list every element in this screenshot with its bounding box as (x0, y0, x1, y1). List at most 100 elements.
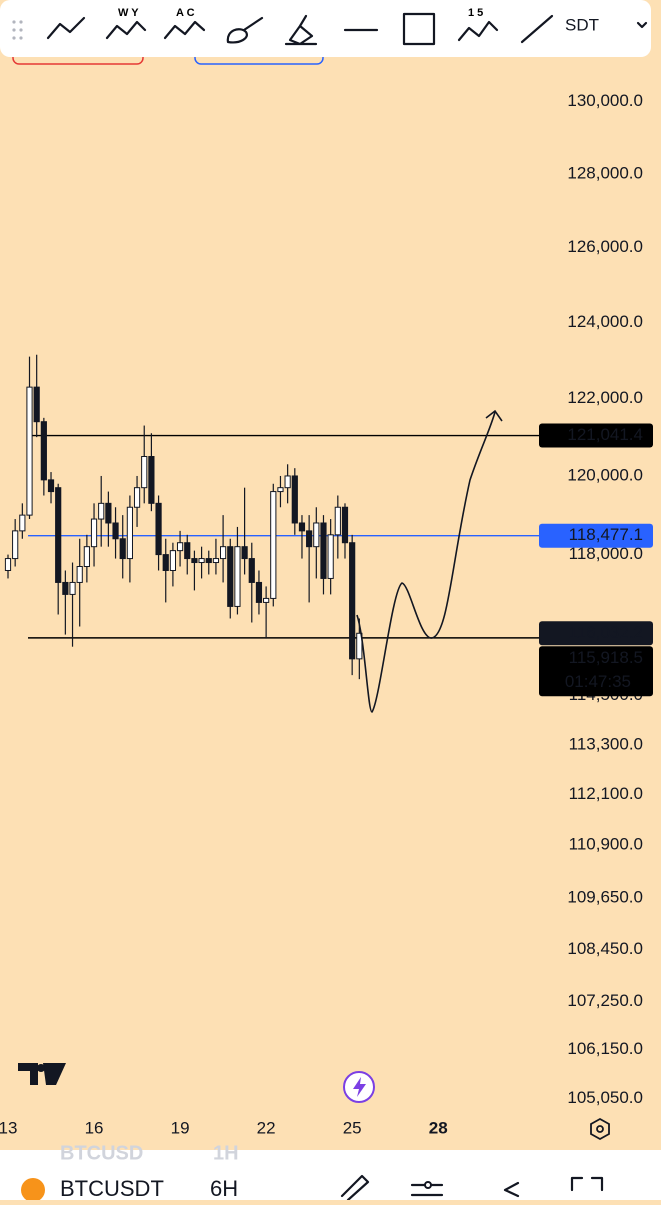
candle-body (298, 522, 306, 532)
drag-handle (12, 20, 23, 40)
candle-body (334, 506, 341, 536)
y-tick-label: 124,000.0 (567, 312, 643, 331)
candle-body (12, 530, 19, 560)
candle-body (4, 558, 12, 571)
tool-abcd[interactable] (163, 20, 206, 40)
lightning-icon (353, 1077, 366, 1097)
tradingview-logo (18, 1063, 66, 1085)
tool-glyph: A C (176, 7, 195, 19)
candle-body (148, 456, 155, 504)
candle-body (155, 502, 162, 556)
y-tick-label: 118,000.0 (569, 544, 643, 563)
candle-body (184, 542, 191, 560)
candle-body (212, 558, 220, 564)
candle-body (112, 522, 119, 540)
tool-rectangle[interactable] (402, 12, 436, 46)
candle-body (306, 530, 313, 548)
candle-body (227, 546, 234, 607)
price-axis: 130,000.0 128,000.0 126,000.0 124,000.0 122,… (0, 91, 653, 1137)
candle-body (19, 514, 26, 532)
x-tick-label: 28 (429, 1118, 448, 1137)
candle-body (205, 558, 212, 564)
tool-brush[interactable] (226, 16, 264, 44)
candle-body (55, 487, 62, 583)
tradingview-logo (37, 1064, 45, 1072)
price-box-label: 116,032.2 (569, 623, 643, 642)
tool-wave[interactable] (105, 20, 147, 40)
price-box (539, 621, 653, 646)
y-tick-label: 126,000.0 (567, 237, 643, 256)
candle-body (83, 546, 90, 568)
tool-measure[interactable] (520, 14, 554, 44)
candle-body (176, 542, 184, 552)
candle-body (90, 518, 98, 548)
undo-button[interactable] (503, 1181, 520, 1198)
candle-body (162, 554, 169, 571)
y-tick-label: 112,100.0 (569, 784, 643, 803)
y-tick-label: 106,150.0 (567, 1039, 643, 1058)
y-tick-label: 109,650.0 (567, 887, 643, 906)
tool-trend[interactable] (46, 16, 86, 40)
candle-body (341, 506, 349, 544)
candle-body (255, 581, 263, 603)
price-box (539, 423, 653, 448)
x-tick-label: 13 (0, 1118, 17, 1137)
candle-body (220, 546, 227, 560)
candle-body (40, 421, 47, 481)
settings-button[interactable] (590, 1117, 610, 1141)
symbol[interactable]: BTCUSDT (60, 1176, 164, 1201)
price-box-label: 118,477.1 (569, 525, 643, 544)
candle-body (62, 581, 69, 595)
tool-highlighter[interactable] (284, 14, 318, 46)
candle-body (141, 456, 148, 489)
fullscreen-button[interactable] (570, 1176, 604, 1192)
dropdown-caret[interactable] (636, 21, 648, 29)
price-box (539, 646, 653, 697)
drawing-toolbar (0, 0, 651, 57)
countdown: 01:47:35 (565, 672, 631, 691)
candle-body (191, 558, 198, 564)
interval[interactable]: 6H (210, 1176, 238, 1201)
candle-body (105, 502, 112, 524)
candle-body (198, 558, 205, 564)
price-box-label: 115,918.5 (569, 648, 643, 667)
settings-button (596, 1125, 604, 1133)
ghost-interval: 1H (213, 1142, 239, 1164)
candle-body (133, 487, 141, 508)
tool-elliott[interactable] (457, 20, 499, 42)
draw-button[interactable] (340, 1174, 370, 1202)
ghost-symbol: BTCUSD (60, 1142, 143, 1164)
candle-body (291, 475, 298, 524)
indicator-button (424, 1181, 432, 1189)
y-tick-label: 108,450.0 (567, 939, 643, 958)
candle-body (313, 522, 320, 548)
y-tick-label: 113,300.0 (569, 734, 643, 753)
candle-body (284, 475, 291, 489)
candle-body (263, 597, 270, 603)
candle-body (33, 386, 40, 423)
price-box-label: 121,041.4 (567, 425, 643, 444)
candle-body (349, 542, 356, 660)
plot (4, 354, 540, 680)
candle-body (26, 386, 33, 516)
candle-body (270, 491, 277, 599)
tool-glyph: W Y (118, 7, 139, 19)
candle-body (119, 538, 126, 560)
y-tick-label: 120,000.0 (567, 465, 643, 484)
symbol-fragment: SDT (565, 15, 599, 34)
candle-body (277, 487, 284, 493)
candle-body (98, 502, 105, 520)
candle-body (248, 558, 255, 583)
bottom-bar (0, 1150, 661, 1200)
y-tick-label: 105,050.0 (567, 1088, 643, 1107)
y-tick-label: 128,000.0 (567, 163, 643, 182)
tool-glyph: 1 5 (468, 7, 483, 19)
candle-body (320, 522, 327, 579)
candle-body (47, 479, 55, 493)
bitcoin-icon (21, 1178, 45, 1202)
drawn-projection (356, 409, 503, 713)
y-tick-label: 122,000.0 (567, 388, 643, 407)
price-box (539, 523, 653, 548)
